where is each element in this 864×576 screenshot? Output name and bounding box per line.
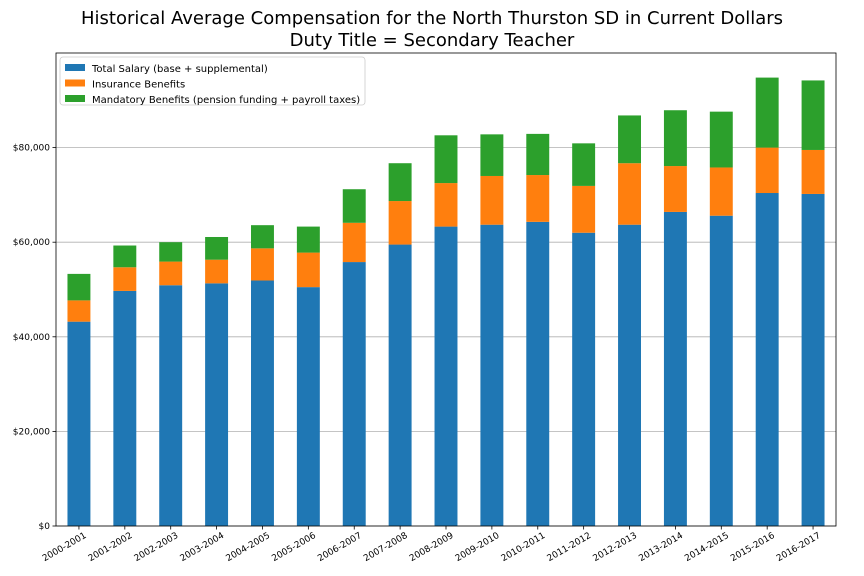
legend-label: Mandatory Benefits (pension funding + pa… [92,95,360,106]
bar-segment-series-0 [296,287,320,526]
bar-segment-series-2 [663,110,687,167]
bar-segment-series-0 [755,193,779,526]
legend-swatch [65,64,85,71]
x-tick-label: 2010-2011 [500,531,547,564]
x-tick-label: 2007-2008 [362,531,410,564]
bar-segment-series-1 [205,259,229,284]
bar-segment-series-0 [663,211,687,527]
bar-segment-series-2 [755,77,779,148]
bar-segment-series-0 [251,280,274,526]
bar-segment-series-2 [296,226,320,253]
x-tick-label: 2006-2007 [316,531,363,564]
bar-segment-series-1 [67,300,91,322]
bar-segment-series-2 [67,273,91,301]
x-tick-label: 2008-2009 [408,531,456,564]
bar-segment-series-1 [709,167,733,216]
x-tick-label: 2005-2006 [270,531,318,564]
bar-segment-series-2 [113,245,137,268]
x-tick-label: 2000-2001 [41,531,88,564]
bar-segment-series-1 [251,248,274,281]
x-axis-ticks: 2000-20012001-20022002-20032003-20042004… [41,526,823,564]
bar-segment-series-0 [67,321,91,526]
bar-segment-series-1 [113,267,137,291]
legend-box [59,56,366,106]
legend: Total Salary (base + supplemental) Insura… [59,56,366,106]
x-tick-label: 2003-2004 [179,531,227,564]
y-tick-label: $80,000 [13,144,50,154]
bar-segment-series-0 [709,215,733,526]
chart-title: Historical Average Compensation for the … [80,8,784,29]
bar-segment-series-1 [801,149,825,194]
y-tick-label: $60,000 [13,238,50,248]
x-tick-label: 2009-2010 [454,531,502,564]
bar-segment-series-1 [526,175,550,222]
bar-segment-series-1 [572,185,596,233]
bar-segment-series-2 [251,225,274,249]
x-tick-label: 2001-2002 [87,531,134,564]
bar-segment-series-1 [434,183,458,227]
legend-swatch [65,95,85,102]
chart-subtitle: Duty Title = Secondary Teacher [289,30,575,51]
x-tick-label: 2013-2014 [637,531,685,564]
bar-segment-series-1 [296,252,320,288]
bar-segment-series-2 [342,189,366,223]
legend-swatch [65,79,85,87]
bar-segment-series-0 [801,193,825,527]
bar-segment-series-2 [572,143,596,186]
bar-segment-series-2 [480,134,504,176]
bar-segment-series-2 [709,111,733,168]
x-tick-label: 2015-2016 [729,531,777,564]
bar-segment-series-2 [801,80,825,150]
bar-segment-series-0 [572,232,596,527]
y-axis-ticks: $0 $20,000 $40,000 $60,000 $80,000 [13,144,56,532]
bar-segment-series-1 [755,147,779,194]
x-tick-label: 2014-2015 [683,531,730,564]
legend-label: Insurance Benefits [92,80,185,91]
bar-segment-series-1 [618,163,641,225]
bar-segment-series-2 [618,115,641,164]
bar-segment-series-0 [113,290,137,526]
y-tick-label: $40,000 [13,333,50,343]
bar-segment-series-2 [526,133,550,176]
bar-segment-series-0 [205,283,229,526]
bar-segment-series-2 [434,135,458,184]
bar-segment-series-0 [480,224,504,526]
x-tick-label: 2011-2012 [546,531,593,564]
bar-segment-series-1 [342,222,366,263]
bar-segment-series-0 [434,226,458,526]
bar-segment-series-1 [159,261,183,286]
bar-segment-series-1 [480,175,504,225]
bar-segment-series-0 [388,244,412,526]
x-tick-label: 2002-2003 [133,531,180,564]
bar-segment-series-2 [159,242,183,262]
bar-segment-series-0 [159,285,183,526]
bar-segment-series-2 [205,236,229,260]
legend-label: Total Salary (base + supplemental) [91,64,268,75]
bar-segment-series-0 [342,262,366,526]
bar-segment-series-2 [388,163,412,202]
x-tick-label: 2012-2013 [592,531,639,564]
x-tick-label: 2016-2017 [775,531,822,564]
y-tick-label: $20,000 [13,427,50,437]
bar-segment-series-1 [663,166,687,212]
y-tick-label: $0 [39,522,51,532]
x-tick-label: 2004-2005 [224,531,271,564]
bars [67,77,825,527]
bar-segment-series-0 [526,221,550,526]
bar-segment-series-0 [618,224,641,526]
bar-segment-series-1 [388,201,412,245]
